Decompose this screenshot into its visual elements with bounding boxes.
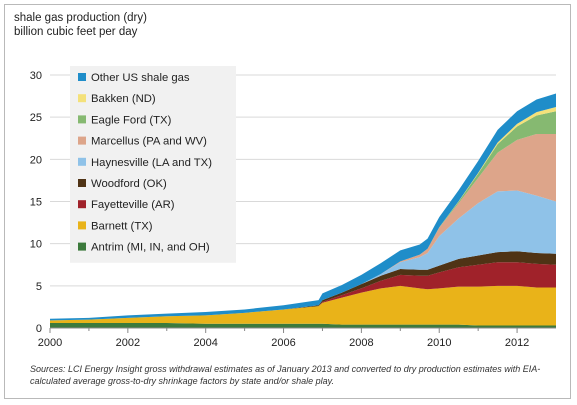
chart-title-line-2: billion cubic feet per day xyxy=(14,26,138,38)
legend-swatch xyxy=(78,73,86,81)
y-tick-label: 0 xyxy=(36,323,42,335)
legend-entry: Bakken (ND) xyxy=(91,93,156,105)
x-tick-label: 2000 xyxy=(38,337,62,349)
area-series-2 xyxy=(50,262,556,321)
legend-swatch xyxy=(78,221,86,230)
area-series-1 xyxy=(50,285,556,326)
legend-entry: Antrim (MI, IN, and OH) xyxy=(91,242,210,254)
y-tick-label: 25 xyxy=(30,112,42,124)
legend-swatch xyxy=(78,242,86,251)
y-tick-label: 15 xyxy=(30,197,42,209)
legend-swatch xyxy=(78,136,86,145)
y-tick-label: 20 xyxy=(30,154,42,166)
area-series-0 xyxy=(50,322,556,328)
y-tick-label: 5 xyxy=(36,281,42,293)
x-tick-label: 2002 xyxy=(116,337,140,349)
axes: 0 5 10 15 20 25 30 2000 2002 2004 2006 2008 2010 2012 xyxy=(30,70,556,349)
legend-box xyxy=(70,66,236,263)
legend-entry: Barnett (TX) xyxy=(91,220,153,232)
x-tick-label: 2010 xyxy=(427,337,451,349)
chart-title-line-1: shale gas production (dry) xyxy=(14,12,147,24)
area-series-3 xyxy=(50,251,556,321)
legend-entry: Haynesville (LA and TX) xyxy=(91,157,212,169)
legend-entry: Other US shale gas xyxy=(91,72,190,84)
x-tick-label: 2006 xyxy=(271,337,295,349)
legend-swatch xyxy=(78,179,86,187)
legend-entry: Eagle Ford (TX) xyxy=(91,114,172,126)
y-tick-label: 30 xyxy=(30,70,42,82)
legend-swatch xyxy=(78,157,86,166)
legend-swatch xyxy=(78,115,86,124)
area-series-5 xyxy=(50,134,556,321)
x-tick-label: 2004 xyxy=(193,337,217,349)
legend-entry: Fayetteville (AR) xyxy=(91,199,175,211)
y-tick-label: 10 xyxy=(30,239,42,251)
legend-swatch xyxy=(78,94,86,103)
legend: Other US shale gas Bakken (ND) Eagle Ford … xyxy=(70,66,236,263)
x-tick-label: 2012 xyxy=(505,337,529,349)
legend-entry: Marcellus (PA and WV) xyxy=(91,136,207,148)
x-tick-label: 2008 xyxy=(349,337,373,349)
stacked-areas xyxy=(50,93,556,328)
legend-swatch xyxy=(78,200,86,209)
area-series-4 xyxy=(50,190,556,321)
legend-entry: Woodford (OK) xyxy=(91,178,167,190)
sources-note: Sources: LCI Energy Insight gross withdr… xyxy=(30,364,541,386)
